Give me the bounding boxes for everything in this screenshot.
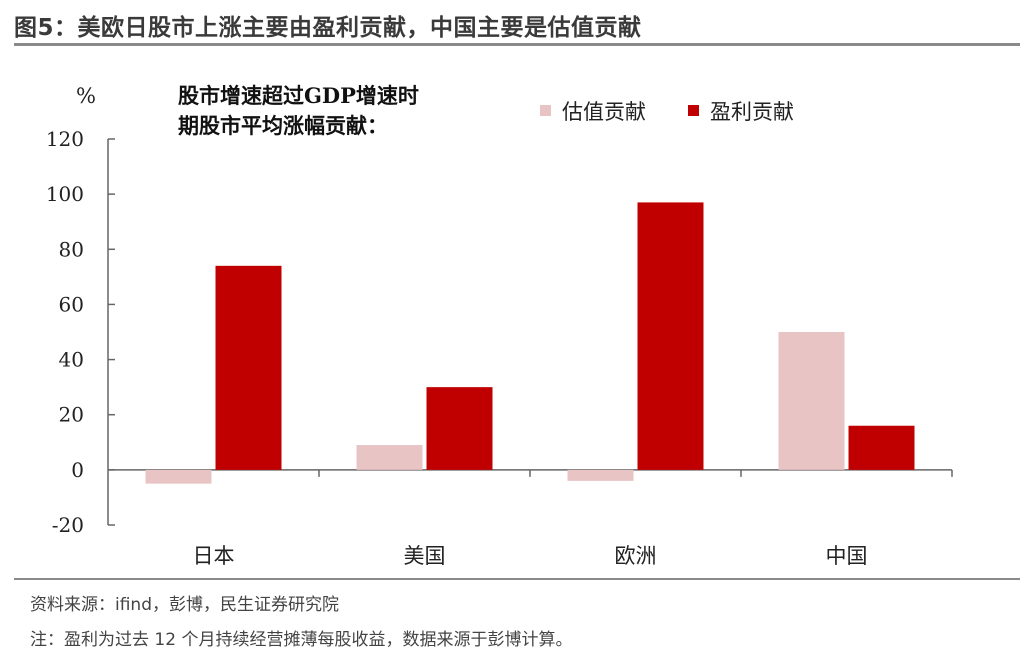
y-tick-label: 20 bbox=[59, 403, 84, 427]
legend-swatch bbox=[688, 105, 699, 116]
legend-label: 估值贡献 bbox=[562, 100, 646, 124]
bar-earnings bbox=[426, 387, 493, 470]
x-tick-label: 美国 bbox=[404, 544, 446, 568]
figure-title: 图5：美欧日股市上涨主要由盈利贡献，中国主要是估值贡献 bbox=[14, 15, 642, 41]
legend: 估值贡献 盈利贡献 bbox=[540, 100, 794, 124]
bar-chart: % 股市增速超过GDP增速时 期股市平均涨幅贡献： 估值贡献 盈利贡献 -20 0 2… bbox=[46, 83, 953, 568]
source-text: 资料来源：ifind，彭博，民生证券研究院 bbox=[30, 595, 339, 615]
x-tick-label: 中国 bbox=[826, 544, 868, 568]
y-axis-label: % bbox=[76, 84, 96, 108]
chart-title-line-1: 股市增速超过GDP增速时 bbox=[178, 83, 419, 108]
bar-earnings bbox=[637, 202, 704, 470]
legend-swatch bbox=[540, 105, 551, 116]
y-tick-label: 40 bbox=[59, 348, 84, 372]
y-tick-label: 80 bbox=[59, 237, 84, 261]
title-rule bbox=[14, 43, 1020, 46]
legend-label: 盈利贡献 bbox=[710, 100, 794, 124]
y-tick-label: -20 bbox=[52, 513, 84, 537]
x-tick-label: 欧洲 bbox=[615, 544, 657, 568]
y-tick-label: 60 bbox=[59, 292, 84, 316]
bar-earnings bbox=[848, 425, 915, 470]
x-tick-label: 日本 bbox=[193, 544, 235, 568]
y-tick-label: 100 bbox=[46, 182, 84, 206]
bar-valuation bbox=[778, 332, 845, 470]
chart-title-line-2: 期股市平均涨幅贡献： bbox=[178, 113, 388, 138]
x-tick-labels: 日本 美国 欧洲 中国 bbox=[193, 544, 868, 568]
bar-valuation bbox=[356, 445, 423, 470]
bar-earnings bbox=[215, 265, 282, 470]
note-text: 注：盈利为过去 12 个月持续经营摊薄每股收益，数据来源于彭博计算。 bbox=[30, 630, 573, 650]
bar-valuation bbox=[145, 469, 212, 484]
y-tick-label: 120 bbox=[46, 127, 84, 151]
y-tick-label: 0 bbox=[71, 458, 84, 482]
axes: -20 0 20 40 60 80 100 120 bbox=[46, 127, 953, 537]
bar-valuation bbox=[567, 469, 634, 481]
bars bbox=[145, 202, 915, 484]
bottom-rule bbox=[14, 578, 1020, 580]
